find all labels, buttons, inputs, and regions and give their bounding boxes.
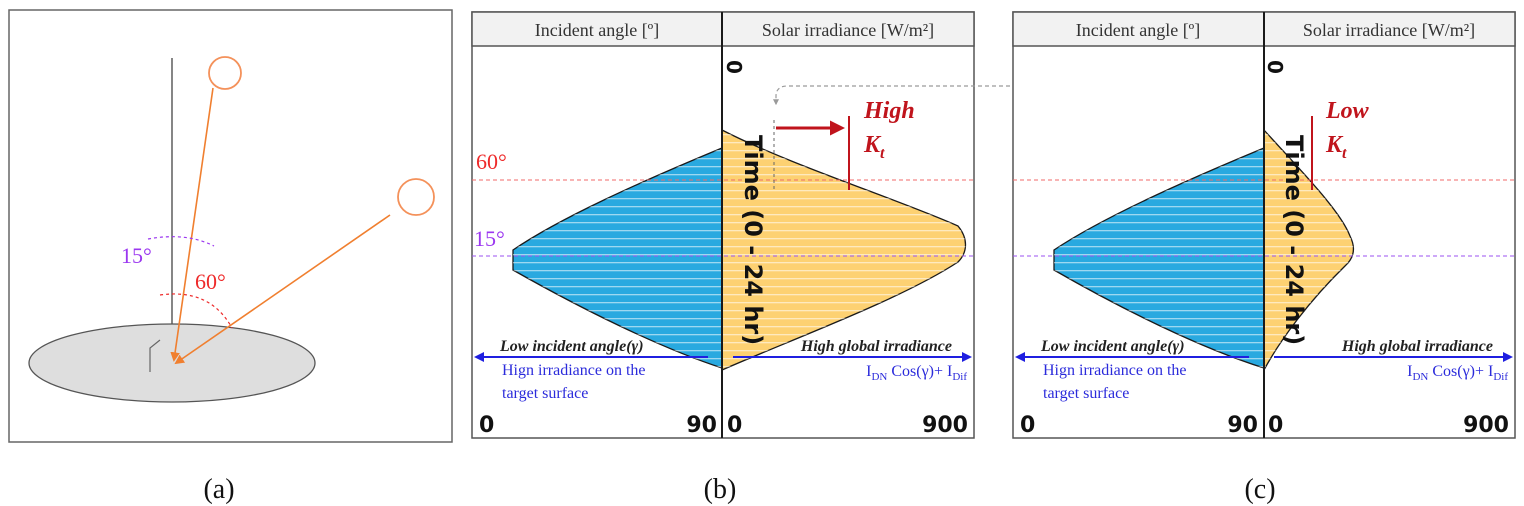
- axis-right-max-b: 900: [922, 413, 968, 438]
- caption-a: (a): [203, 474, 234, 505]
- time-axis-label-c: Time (0 - 24 hr): [1280, 135, 1308, 345]
- panel-b: Incident angle [º] Solar irradiance [W/m…: [471, 11, 975, 439]
- right-note-title-c: High global irradiance: [1341, 338, 1493, 355]
- angle-arc-60: [159, 293, 233, 329]
- axis-right-min-c: 0: [1268, 413, 1283, 438]
- kt-quality-c: Low: [1325, 98, 1370, 124]
- axis-left-min-b: 0: [479, 413, 494, 438]
- time-axis-zero-c: 0: [1263, 60, 1287, 74]
- panel-c-header-left: Incident angle [º]: [1076, 20, 1201, 40]
- target-surface: [28, 323, 316, 403]
- surface-marker: [149, 339, 161, 372]
- left-note-line1-b: Hign irradiance on the: [502, 362, 646, 379]
- sun-ray-60: [174, 214, 391, 365]
- kt-quality-b: High: [863, 98, 915, 124]
- guide-label-60: 60°: [476, 149, 507, 174]
- guide-label-15: 15°: [474, 226, 505, 251]
- right-note-title-b: High global irradiance: [800, 338, 952, 355]
- left-note-title-b: Low incident angle(γ): [499, 338, 644, 355]
- irradiance-formula-b: IDN Cos(γ)+ IDif: [866, 363, 967, 383]
- panel-c-header-right: Solar irradiance [W/m²]: [1303, 20, 1475, 40]
- irradiance-formula-c: IDN Cos(γ)+ IDif: [1407, 363, 1508, 383]
- axis-right-max-c: 900: [1463, 413, 1509, 438]
- left-note-line1-c: Hign irradiance on the: [1043, 362, 1187, 379]
- panel-b-header-right: Solar irradiance [W/m²]: [762, 20, 934, 40]
- axis-left-min-c: 0: [1020, 413, 1035, 438]
- angle-label-15: 15°: [121, 243, 152, 268]
- incident-angle-stripes-c: [1054, 148, 1264, 378]
- left-note-line2-c: target surface: [1043, 385, 1129, 402]
- kt-symbol-b: Kt: [863, 132, 885, 162]
- sun-high-icon: [208, 56, 242, 90]
- axis-left-max-c: 90: [1227, 413, 1258, 438]
- angle-arc-15: [147, 236, 215, 247]
- caption-b: (b): [704, 474, 737, 505]
- left-note-title-c: Low incident angle(γ): [1040, 338, 1185, 355]
- time-axis-zero-b: 0: [722, 60, 746, 74]
- incident-angle-stripes-b: [513, 148, 722, 378]
- caption-c: (c): [1244, 474, 1275, 505]
- axis-left-max-b: 90: [686, 413, 717, 438]
- axis-right-min-b: 0: [727, 413, 742, 438]
- panel-c: Incident angle [º] Solar irradiance [W/m…: [1012, 11, 1516, 439]
- angle-label-60: 60°: [195, 269, 226, 294]
- panel-a: 15° 60°: [8, 9, 453, 443]
- irradiance-stripes-c: [1264, 130, 1354, 370]
- time-axis-label-b: Time (0 - 24 hr): [739, 135, 767, 345]
- left-note-line2-b: target surface: [502, 385, 588, 402]
- sun-low-icon: [397, 178, 435, 216]
- kt-symbol-c: Kt: [1325, 132, 1347, 162]
- irradiance-stripes-b: [722, 130, 966, 370]
- panel-b-header-left: Incident angle [º]: [535, 20, 660, 40]
- sun-ray-15: [170, 87, 214, 362]
